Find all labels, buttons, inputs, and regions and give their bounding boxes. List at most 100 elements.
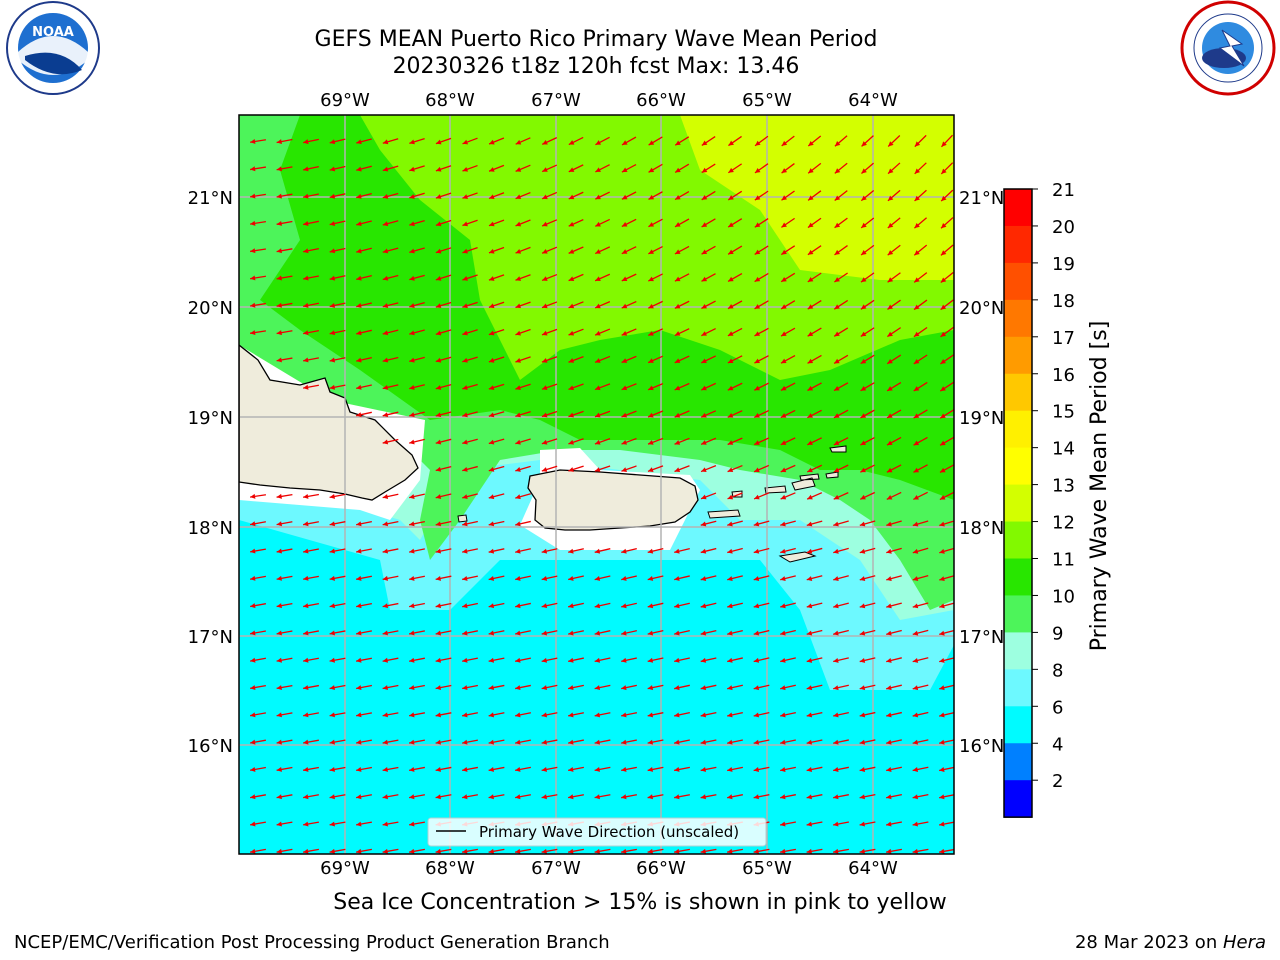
lat-label-right: 21°N xyxy=(959,188,1004,209)
wave-arrow xyxy=(700,684,717,691)
wave-arrow xyxy=(700,602,717,609)
wave-arrow xyxy=(833,575,849,581)
wave-arrow xyxy=(621,548,637,554)
wave-arrow xyxy=(806,602,823,609)
wave-arrow xyxy=(860,190,875,202)
wave-arrow xyxy=(860,354,875,365)
footer-host: Hera xyxy=(1222,932,1266,953)
wave-arrow xyxy=(515,493,531,500)
wave-arrow xyxy=(382,520,399,527)
lon-labels-bottom: 69°W 68°W 67°W 66°W 65°W 64°W xyxy=(320,858,898,879)
wave-arrow xyxy=(541,684,558,691)
wave-arrow xyxy=(727,602,743,609)
wave-arrow xyxy=(940,189,954,202)
virgin-islands xyxy=(764,471,839,494)
wave-arrow xyxy=(356,575,372,581)
wave-arrow xyxy=(833,684,849,691)
wave-arrow xyxy=(780,437,796,446)
lon-label-top: 67°W xyxy=(531,90,581,111)
wave-arrow xyxy=(806,520,823,527)
wave-arrow xyxy=(541,465,558,472)
wave-arrow xyxy=(754,163,769,174)
wave-arrow xyxy=(595,191,610,200)
wave-arrow xyxy=(939,766,954,772)
wave-arrow xyxy=(462,438,478,445)
lon-label-bottom: 66°W xyxy=(636,858,686,879)
colorbar-label: Primary Wave Mean Period [s] xyxy=(1087,321,1112,652)
wave-arrow xyxy=(701,163,716,174)
wave-arrow xyxy=(700,739,717,745)
wave-arrow xyxy=(488,739,505,745)
wave-arrow xyxy=(356,411,372,418)
wave-arrow xyxy=(914,189,927,202)
wave-arrow xyxy=(647,766,664,772)
wave-arrow xyxy=(435,794,452,800)
wave-arrow xyxy=(621,328,637,336)
wave-arrow xyxy=(647,300,664,309)
wave-arrow xyxy=(780,848,796,854)
wave-arrow xyxy=(594,766,611,772)
wave-arrow xyxy=(515,848,531,854)
wave-arrow xyxy=(568,328,584,336)
wave-arrow xyxy=(806,821,823,827)
wave-arrow xyxy=(329,712,346,718)
wave-arrow xyxy=(806,739,823,745)
wave-arrow xyxy=(727,163,743,174)
wave-arrow xyxy=(329,684,346,691)
wave-arrow xyxy=(276,766,293,772)
wave-arrow xyxy=(249,302,267,308)
wave-arrow xyxy=(488,274,505,281)
wave-arrow xyxy=(249,139,267,144)
wave-arrow xyxy=(409,192,425,199)
wave-arrow xyxy=(860,382,875,392)
wave-arrow xyxy=(303,329,319,336)
wave-arrow xyxy=(595,136,610,146)
wave-arrow xyxy=(435,466,452,472)
wave-arrow xyxy=(886,629,902,636)
wave-arrow xyxy=(833,409,849,419)
wave-arrow xyxy=(912,848,929,854)
wave-arrow xyxy=(914,162,927,175)
wave-arrow xyxy=(541,739,558,745)
wave-arrow xyxy=(621,712,637,718)
wave-arrow xyxy=(303,603,319,609)
wave-arrow xyxy=(515,520,531,527)
wave-arrow xyxy=(462,493,478,500)
wave-arrow xyxy=(276,712,293,718)
lon-label-bottom: 67°W xyxy=(531,858,581,879)
wave-arrow xyxy=(382,138,399,145)
wave-arrow xyxy=(780,520,796,527)
wave-arrow xyxy=(700,848,717,854)
wave-arrow xyxy=(727,300,743,310)
wave-arrow xyxy=(462,602,478,609)
wave-arrow xyxy=(276,357,293,363)
wave-arrow xyxy=(940,354,954,365)
wave-arrow xyxy=(806,766,823,772)
wave-arrow xyxy=(674,136,690,146)
wave-arrow xyxy=(462,684,478,691)
wave-arrow xyxy=(594,848,611,854)
wave-arrow xyxy=(435,630,452,636)
wave-arrow xyxy=(382,493,399,499)
wave-arrow xyxy=(462,274,478,281)
wave-arrow xyxy=(382,848,399,854)
wave-arrow xyxy=(940,134,954,148)
wave-arrow xyxy=(700,465,717,473)
wave-arrow xyxy=(276,684,293,690)
wave-arrow xyxy=(807,354,822,364)
wave-arrow xyxy=(833,299,849,310)
wave-arrow xyxy=(303,493,319,499)
wave-arrow xyxy=(541,301,558,309)
wave-arrow xyxy=(834,190,848,202)
wave-arrow xyxy=(859,602,876,609)
wave-arrow xyxy=(329,275,346,281)
wave-arrow xyxy=(594,657,611,663)
wave-arrow xyxy=(276,657,293,663)
wave-arrow xyxy=(462,630,478,636)
wave-arrow xyxy=(382,302,399,308)
wave-arrow xyxy=(409,794,425,800)
wave-arrow xyxy=(807,327,822,337)
wave-arrow xyxy=(860,217,875,229)
colorbar-swatch xyxy=(1004,743,1032,781)
wave-arrow xyxy=(939,575,954,582)
